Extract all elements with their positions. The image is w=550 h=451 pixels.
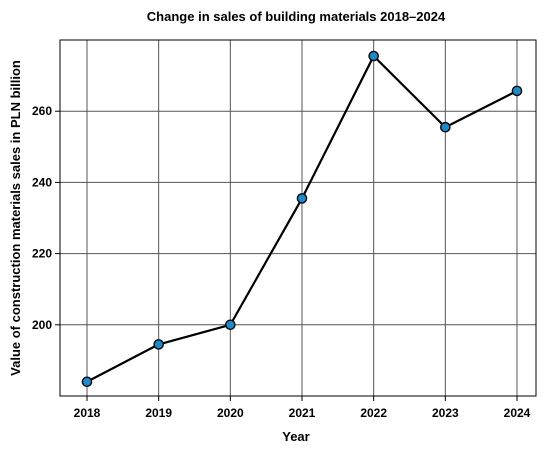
x-axis-label: Year <box>282 429 309 444</box>
x-tick-label-2024: 2024 <box>504 406 531 420</box>
data-point-2022 <box>368 50 379 62</box>
data-point-2020 <box>225 319 236 331</box>
data-point-2019 <box>153 339 164 350</box>
y-tick-label-240: 240 <box>32 175 52 189</box>
grid <box>60 40 536 396</box>
y-axis-ticks: 200 220 240 260 <box>32 104 60 332</box>
x-tick-label-2019: 2019 <box>145 406 172 420</box>
series <box>81 50 523 388</box>
y-axis-label: Value of construction materials sales in… <box>8 60 23 376</box>
chart-title: Change in sales of building materials 20… <box>147 9 446 24</box>
data-point-2023 <box>440 121 451 133</box>
data-point-2021 <box>296 193 308 204</box>
x-tick-label-2020: 2020 <box>217 406 244 420</box>
x-tick-label-2021: 2021 <box>289 406 316 420</box>
x-tick-label-2023: 2023 <box>432 406 459 420</box>
x-tick-label-2022: 2022 <box>360 406 387 420</box>
data-point-2024 <box>511 85 523 97</box>
y-tick-label-200: 200 <box>32 318 52 332</box>
x-tick-label-2018: 2018 <box>74 406 101 420</box>
y-tick-label-260: 260 <box>32 104 52 118</box>
y-tick-label-220: 220 <box>32 247 52 261</box>
plot-frame <box>59 39 537 397</box>
x-axis-ticks: 2018 2019 2020 2021 2022 2023 2024 <box>74 396 531 420</box>
data-point-2018 <box>81 376 93 388</box>
